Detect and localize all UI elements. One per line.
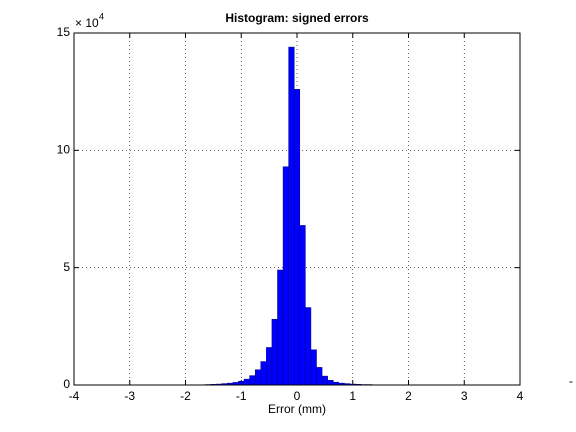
bar <box>277 269 284 386</box>
bar <box>271 319 278 386</box>
y-tick-label: 5 <box>63 260 70 274</box>
bar <box>310 349 317 386</box>
y-multiplier: × 10 <box>75 16 99 30</box>
bar <box>243 378 250 386</box>
bar <box>249 375 256 386</box>
bar <box>299 225 306 386</box>
chart-title: Histogram: signed errors <box>225 11 369 25</box>
y-multiplier-power: 4 <box>99 11 104 21</box>
bar <box>282 166 289 386</box>
x-tick-label: -4 <box>69 389 80 403</box>
bar <box>327 380 334 386</box>
x-tick-label: 3 <box>461 389 468 403</box>
bar <box>316 367 323 386</box>
x-tick-label: 4 <box>517 389 524 403</box>
bar <box>305 307 312 386</box>
bar <box>293 89 301 386</box>
x-tick-label: 2 <box>405 389 412 403</box>
bar <box>321 375 328 386</box>
y-tick-label: 0 <box>63 377 70 391</box>
axes-box <box>73 32 521 386</box>
x-tick-label: -2 <box>180 389 191 403</box>
bar <box>266 347 273 386</box>
bar <box>260 361 267 386</box>
x-tick-label: -1 <box>236 389 247 403</box>
x-tick-label: -3 <box>124 389 135 403</box>
stray-label: - <box>569 374 573 388</box>
x-axis-label: Error (mm) <box>268 402 326 416</box>
y-tick-label: 15 <box>57 25 71 39</box>
x-tick-label: 0 <box>294 389 301 403</box>
x-tick-label: 1 <box>349 389 356 403</box>
bar <box>254 369 262 386</box>
bar <box>288 46 295 386</box>
y-tick-label: 10 <box>57 143 71 157</box>
bar <box>238 380 245 386</box>
